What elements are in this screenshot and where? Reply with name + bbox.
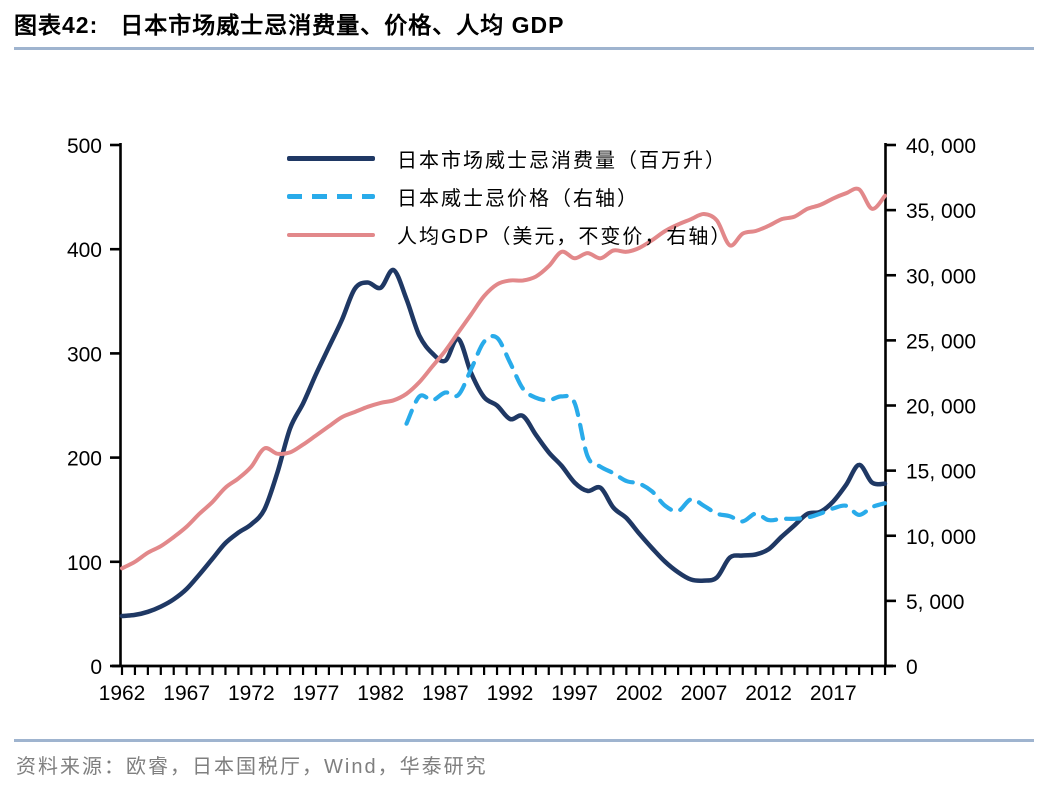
figure-title: 日本市场威士忌消费量、价格、人均 GDP — [120, 12, 565, 38]
legend-item-consumption: 日本市场威士忌消费量（百万升） — [287, 144, 732, 173]
svg-text:300: 300 — [67, 343, 102, 366]
title-divider — [14, 47, 1034, 50]
svg-text:15, 000: 15, 000 — [906, 461, 976, 484]
svg-text:200: 200 — [67, 448, 102, 471]
svg-text:35, 000: 35, 000 — [906, 200, 976, 223]
footer-divider — [14, 739, 1034, 742]
svg-text:1967: 1967 — [163, 682, 210, 705]
svg-text:40, 000: 40, 000 — [906, 135, 976, 158]
legend-item-price: 日本威士忌价格（右轴） — [287, 182, 732, 211]
svg-text:1982: 1982 — [357, 682, 404, 705]
legend-label-gdp: 人均GDP（美元，不变价，右轴） — [397, 226, 733, 248]
svg-text:20, 000: 20, 000 — [906, 396, 976, 419]
legend-label-price: 日本威士忌价格（右轴） — [397, 188, 639, 210]
svg-text:1962: 1962 — [99, 682, 146, 705]
svg-text:2017: 2017 — [810, 682, 857, 705]
svg-text:2012: 2012 — [745, 682, 792, 705]
consumption-line-swatch — [287, 156, 375, 161]
svg-text:2007: 2007 — [681, 682, 728, 705]
chart-header: 图表42: 日本市场威士忌消费量、价格、人均 GDP — [14, 6, 1034, 40]
figure-number: 图表42: — [14, 12, 99, 38]
svg-text:10, 000: 10, 000 — [906, 526, 976, 549]
svg-text:25, 000: 25, 000 — [906, 330, 976, 353]
svg-text:5, 000: 5, 000 — [906, 591, 964, 614]
source-note: 资料来源：欧睿，日本国税厅，Wind，华泰研究 — [16, 756, 488, 778]
svg-text:400: 400 — [67, 239, 102, 262]
svg-text:1992: 1992 — [487, 682, 534, 705]
legend-label-consumption: 日本市场威士忌消费量（百万升） — [397, 150, 727, 172]
svg-text:0: 0 — [906, 656, 918, 679]
svg-text:1997: 1997 — [551, 682, 598, 705]
svg-text:500: 500 — [67, 135, 102, 158]
svg-text:1987: 1987 — [422, 682, 469, 705]
svg-text:1977: 1977 — [293, 682, 340, 705]
page-title: 图表42: 日本市场威士忌消费量、价格、人均 GDP — [14, 6, 1034, 40]
svg-text:0: 0 — [90, 656, 102, 679]
svg-text:100: 100 — [67, 552, 102, 575]
legend-item-gdp: 人均GDP（美元，不变价，右轴） — [287, 220, 732, 249]
price-line-swatch — [287, 194, 375, 199]
gdp-line-swatch — [287, 232, 375, 237]
svg-text:2002: 2002 — [616, 682, 663, 705]
svg-text:30, 000: 30, 000 — [906, 265, 976, 288]
chart-area: 0 100 200 300 400 500 0 5, 000 10, 000 15, 000 20,… — [0, 52, 1048, 732]
chart-plot: 0 100 200 300 400 500 0 5, 000 10, 000 15, 000 20,… — [67, 135, 976, 705]
legend: 日本市场威士忌消费量（百万升） 日本威士忌价格（右轴） 人均GDP（美元，不变价… — [287, 144, 732, 249]
svg-text:1972: 1972 — [228, 682, 275, 705]
